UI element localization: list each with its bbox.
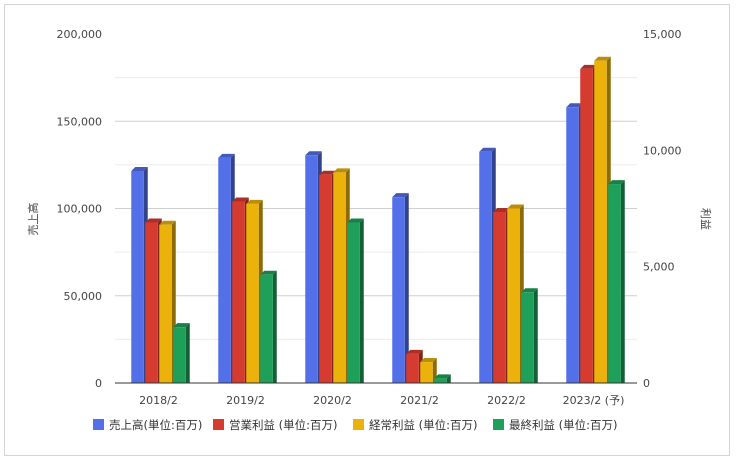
- x-tick-label: 2019/2: [226, 394, 265, 407]
- legend-swatch: [353, 419, 364, 430]
- bar-chart: 0 50,000 100,000 150,000 200,000 0 5,000 10,00…: [26, 28, 713, 432]
- left-tick-label: 150,000: [57, 115, 103, 128]
- bar: [347, 218, 364, 383]
- legend-label: 営業利益 (単位:百万): [229, 418, 338, 432]
- bar: [392, 193, 409, 383]
- x-axis-ticks: 2018/2 2019/2 2020/2 2021/2 2022/2 2023/2 (予): [139, 394, 624, 407]
- x-tick-label: 2020/2: [313, 394, 352, 407]
- right-tick-label: 0: [643, 377, 650, 390]
- left-tick-label: 100,000: [57, 203, 103, 216]
- left-tick-label: 0: [95, 377, 102, 390]
- x-tick-label: 2022/2: [487, 394, 526, 407]
- bar: [260, 270, 277, 383]
- right-tick-label: 15,000: [643, 28, 682, 41]
- chart-frame: 0 50,000 100,000 150,000 200,000 0 5,000 10,00…: [4, 4, 730, 456]
- legend-item: 最終利益 (単位:百万): [493, 418, 618, 432]
- x-tick-label: 2023/2 (予): [563, 394, 625, 407]
- legend-item: 営業利益 (単位:百万): [213, 418, 338, 432]
- x-tick-label: 2018/2: [139, 394, 178, 407]
- bar: [420, 358, 437, 383]
- right-tick-label: 10,000: [643, 144, 682, 157]
- legend-item: 売上高(単位:百万): [93, 418, 202, 432]
- x-tick-label: 2021/2: [400, 394, 439, 407]
- right-axis-ticks: 0 5,000 10,000 15,000: [643, 28, 682, 390]
- bars: [131, 56, 625, 384]
- legend-label: 売上高(単位:百万): [109, 418, 202, 432]
- legend-item: 経常利益 (単位:百万): [353, 418, 478, 432]
- legend: 売上高(単位:百万) 営業利益 (単位:百万) 経常利益 (単位:百万) 最終利益 (…: [93, 418, 618, 432]
- legend-swatch: [93, 419, 104, 430]
- bar: [608, 180, 625, 383]
- left-axis-title: 売上高: [26, 203, 40, 236]
- left-tick-label: 200,000: [57, 28, 103, 41]
- bar: [159, 220, 176, 383]
- bar: [173, 323, 190, 383]
- bar: [434, 374, 451, 383]
- bar: [406, 349, 423, 383]
- legend-label: 最終利益 (単位:百万): [509, 418, 618, 432]
- right-axis-title: 利益: [699, 208, 713, 230]
- gridlines: [115, 77, 637, 340]
- legend-label: 経常利益 (単位:百万): [369, 418, 478, 432]
- right-tick-label: 5,000: [643, 261, 675, 274]
- legend-swatch: [213, 419, 224, 430]
- left-tick-label: 50,000: [64, 290, 103, 303]
- left-axis-ticks: 0 50,000 100,000 150,000 200,000: [57, 28, 103, 390]
- legend-swatch: [493, 419, 504, 430]
- bar: [521, 288, 538, 383]
